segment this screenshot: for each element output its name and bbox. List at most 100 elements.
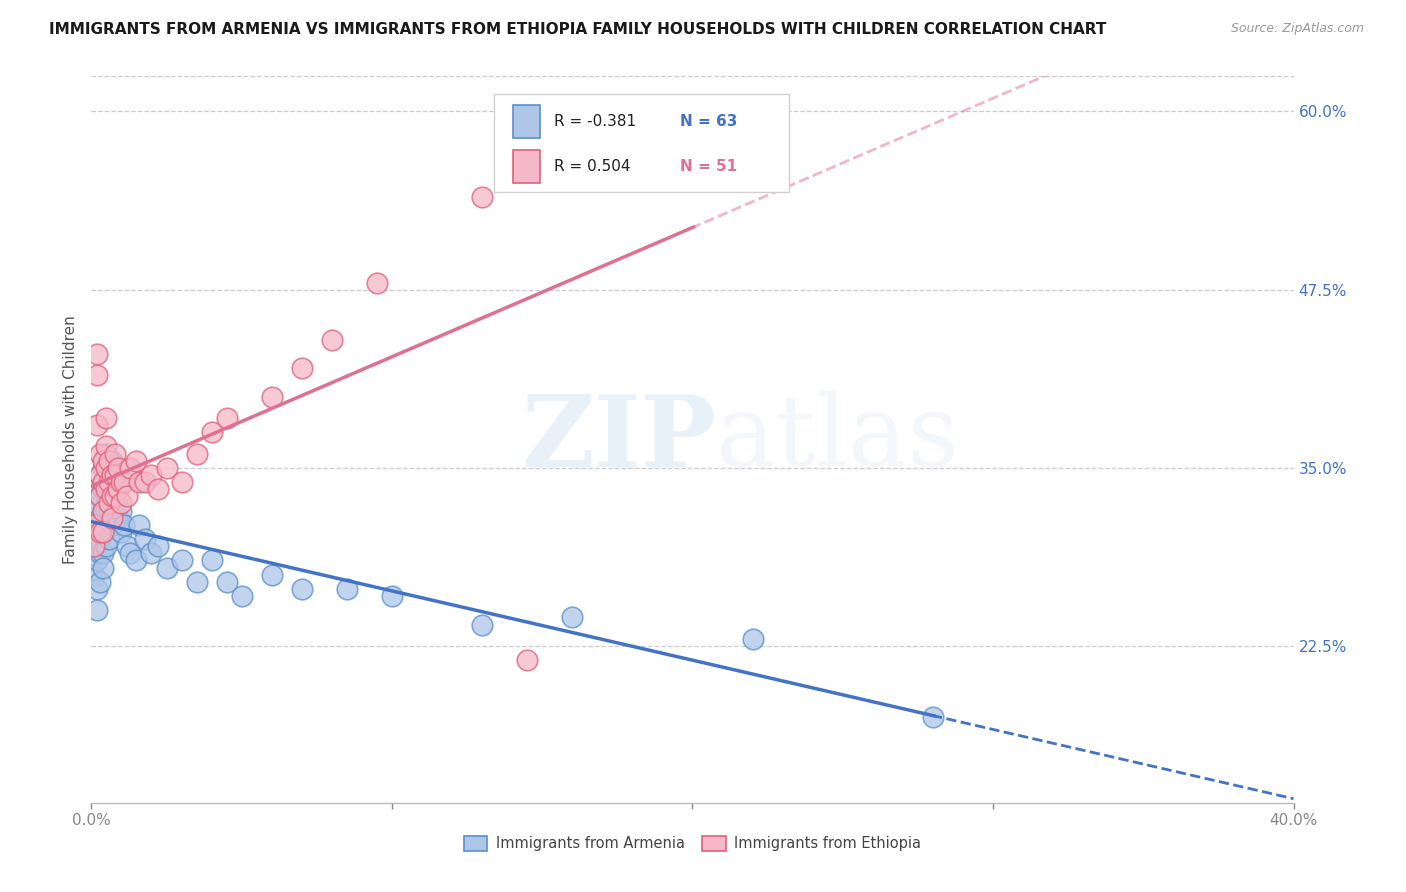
Point [104,475,127,489]
Point [576,169,599,183]
Point [128,475,150,489]
Text: N = 63: N = 63 [681,114,738,129]
Point [321,333,343,347]
Point [86,418,108,433]
Point [215,574,238,589]
Point [96,482,118,496]
Point [107,482,129,496]
Point [96,439,118,453]
Point [89,489,111,503]
Point [96,460,118,475]
Point [260,390,283,404]
Point [561,610,583,624]
Point [86,582,108,596]
Point [110,496,132,510]
Point [110,503,132,517]
Point [86,539,108,553]
Point [117,489,139,503]
Point [101,496,124,510]
Point [186,446,208,460]
Text: IMMIGRANTS FROM ARMENIA VS IMMIGRANTS FROM ETHIOPIA FAMILY HOUSEHOLDS WITH CHILD: IMMIGRANTS FROM ARMENIA VS IMMIGRANTS FR… [49,22,1107,37]
Point [96,411,118,425]
Point [471,190,494,204]
Point [117,539,139,553]
Point [98,467,121,482]
Point [170,553,193,567]
Point [86,517,108,532]
Legend: Immigrants from Armenia, Immigrants from Ethiopia: Immigrants from Armenia, Immigrants from… [458,830,927,857]
Y-axis label: Family Households with Children: Family Households with Children [62,315,77,564]
Point [98,453,121,467]
Point [101,475,124,489]
Point [146,482,169,496]
Point [86,482,108,496]
Point [114,475,136,489]
Point [215,411,238,425]
FancyBboxPatch shape [513,151,540,183]
Point [146,539,169,553]
Point [201,425,224,440]
Point [96,503,118,517]
Point [114,517,136,532]
Text: R = 0.504: R = 0.504 [554,159,631,174]
Point [83,517,105,532]
Text: R = -0.381: R = -0.381 [554,114,637,129]
Point [98,496,121,510]
Point [120,460,142,475]
Point [89,489,111,503]
Point [104,446,127,460]
Point [83,539,105,553]
Point [93,460,115,475]
Point [93,524,115,539]
Point [110,524,132,539]
Text: atlas: atlas [717,392,959,487]
Point [89,546,111,560]
Point [336,582,359,596]
Point [291,582,314,596]
Point [98,475,121,489]
Point [107,460,129,475]
Point [83,503,105,517]
Point [128,517,150,532]
Point [86,347,108,361]
Point [89,574,111,589]
Point [516,653,538,667]
Point [110,475,132,489]
Point [86,368,108,383]
Point [125,453,148,467]
Point [89,510,111,524]
Point [101,453,124,467]
Point [89,532,111,546]
Point [93,560,115,574]
Point [93,482,115,496]
Point [134,475,156,489]
Point [201,553,224,567]
Point [101,517,124,532]
Point [170,475,193,489]
Point [260,567,283,582]
Point [366,276,388,290]
Point [83,524,105,539]
FancyBboxPatch shape [513,105,540,138]
Point [231,589,253,603]
Point [93,524,115,539]
Point [381,589,404,603]
Point [93,503,115,517]
Point [120,546,142,560]
Point [107,489,129,503]
Point [125,553,148,567]
Point [86,603,108,617]
Point [101,489,124,503]
Point [89,446,111,460]
Point [101,467,124,482]
Point [104,489,127,503]
Point [141,467,163,482]
Point [922,710,945,724]
Point [291,361,314,376]
Text: ZIP: ZIP [522,391,717,488]
Point [104,467,127,482]
Point [86,553,108,567]
Text: Source: ZipAtlas.com: Source: ZipAtlas.com [1230,22,1364,36]
Point [98,503,121,517]
Point [93,546,115,560]
